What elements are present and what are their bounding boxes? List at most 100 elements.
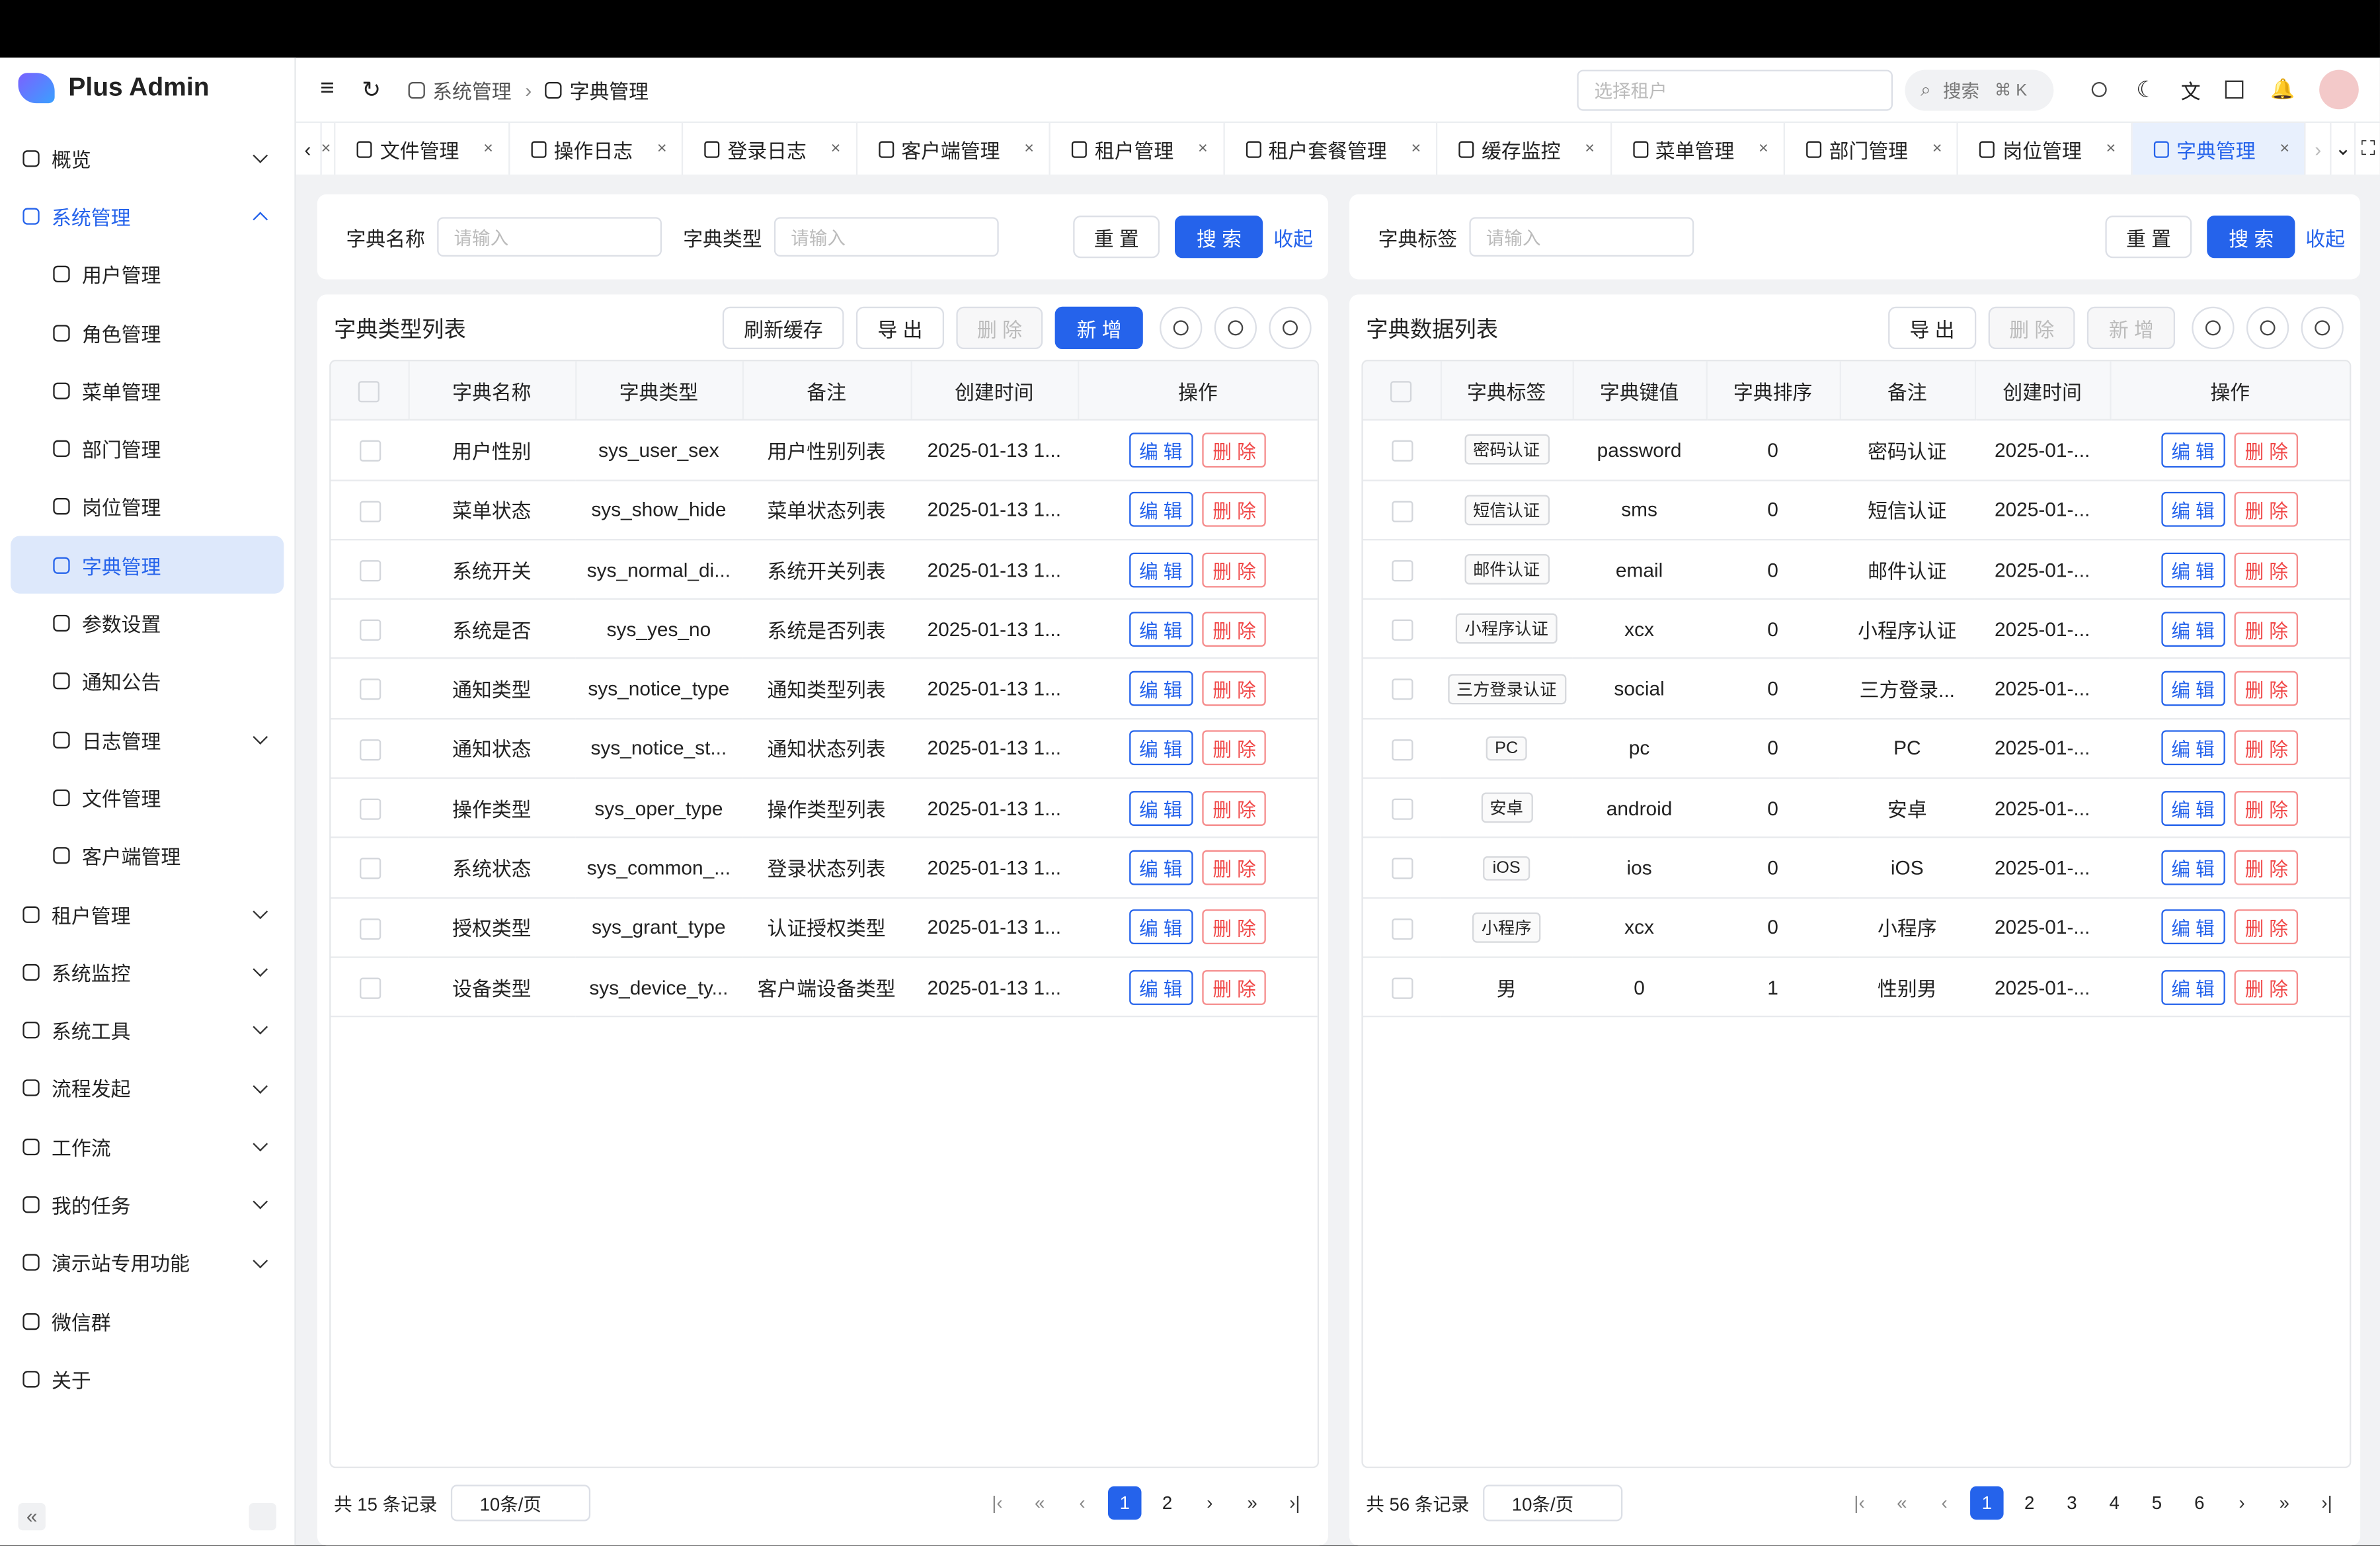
tool-icon[interactable]	[2192, 306, 2235, 350]
tool-icon[interactable]	[2301, 306, 2344, 350]
edit-button[interactable]: 编 辑	[1129, 790, 1193, 826]
page-nav[interactable]: ›|	[1289, 1492, 1300, 1514]
tab[interactable]: 文件管理 ×	[336, 122, 510, 175]
menu-item[interactable]: 演示站专用功能	[11, 1234, 284, 1292]
tab[interactable]: 租户套餐管理 ×	[1224, 122, 1438, 175]
checkbox[interactable]	[1391, 858, 1413, 880]
tab-close[interactable]: ×	[1198, 140, 1208, 158]
tab-next[interactable]: ›	[2315, 137, 2322, 161]
edit-button[interactable]: 编 辑	[1129, 969, 1193, 1004]
menu-item[interactable]: 通知公告	[11, 652, 284, 710]
page-nav[interactable]: ›	[2239, 1492, 2245, 1514]
filter-input[interactable]: 请输入	[437, 217, 662, 257]
edit-button[interactable]: 编 辑	[1129, 909, 1193, 945]
tab[interactable]: 岗位管理 ×	[1959, 122, 2133, 175]
tab[interactable]: 登录日志 ×	[684, 122, 857, 175]
tab[interactable]: 字典管理 ×	[2132, 122, 2307, 175]
checkbox[interactable]	[1391, 739, 1413, 760]
checkbox[interactable]	[1391, 440, 1413, 462]
tab[interactable]: 部门管理 ×	[1785, 122, 1959, 175]
checkbox[interactable]	[358, 977, 381, 999]
checkbox[interactable]	[1391, 500, 1413, 522]
page-nav[interactable]: ›	[1207, 1492, 1213, 1514]
page[interactable]: 6	[2194, 1492, 2205, 1514]
page-nav[interactable]: »	[1247, 1492, 1257, 1514]
delete-button[interactable]: 删 除	[2234, 492, 2299, 528]
delete-button[interactable]: 删 除	[2234, 850, 2299, 885]
menu-item[interactable]: 关于	[11, 1350, 284, 1408]
page[interactable]: 1	[1108, 1486, 1142, 1520]
menu-item[interactable]: 系统监控	[11, 943, 284, 1001]
checkbox[interactable]	[1391, 559, 1413, 581]
settings[interactable]	[2079, 68, 2121, 110]
tab-close[interactable]: ×	[1411, 140, 1421, 158]
tab-close[interactable]: ×	[321, 122, 337, 175]
delete-button[interactable]: 删 除	[1202, 611, 1267, 647]
tab[interactable]: 租户管理 ×	[1051, 122, 1225, 175]
theme[interactable]: ☾	[2136, 77, 2157, 104]
edit-button[interactable]: 编 辑	[1129, 432, 1193, 468]
edit-button[interactable]: 编 辑	[2161, 432, 2225, 468]
page-nav[interactable]: «	[1897, 1492, 1907, 1514]
page-nav[interactable]: »	[2279, 1492, 2290, 1514]
edit-button[interactable]: 编 辑	[2161, 969, 2225, 1004]
edit-button[interactable]: 编 辑	[1129, 671, 1193, 706]
filter-input[interactable]: 请输入	[1469, 217, 1694, 257]
delete-button[interactable]: 删 除	[1202, 969, 1267, 1004]
toolbar-button[interactable]: 删 除	[1988, 306, 2076, 350]
delete-button[interactable]: 删 除	[2234, 551, 2299, 587]
checkbox[interactable]	[1391, 679, 1413, 701]
tab-max[interactable]: ⛶	[2354, 122, 2380, 175]
edit-button[interactable]: 编 辑	[2161, 790, 2225, 826]
tab-close[interactable]: ×	[830, 140, 841, 158]
edit-button[interactable]: 编 辑	[2161, 731, 2225, 766]
search-button[interactable]: 搜 索	[1175, 216, 1263, 259]
delete-button[interactable]: 删 除	[2234, 432, 2299, 468]
edit-button[interactable]: 编 辑	[2161, 492, 2225, 528]
edit-button[interactable]: 编 辑	[1129, 611, 1193, 647]
checkbox[interactable]	[358, 440, 381, 462]
tab[interactable]: 菜单管理 ×	[1611, 122, 1786, 175]
collapse-link[interactable]: 收起	[1273, 227, 1313, 250]
collapse-sidebar[interactable]: «	[18, 1502, 46, 1531]
menu-item[interactable]: 系统管理	[11, 187, 284, 245]
tab-menu[interactable]: ⌄	[2330, 122, 2355, 175]
page-nav[interactable]: |‹	[1854, 1492, 1865, 1514]
checkbox[interactable]	[358, 559, 381, 581]
menu-item[interactable]: 系统工具	[11, 1001, 284, 1059]
page-size[interactable]: 10条/页	[1483, 1485, 1623, 1522]
edit-button[interactable]: 编 辑	[2161, 671, 2225, 706]
toolbar-button[interactable]: 导 出	[856, 306, 944, 350]
delete-button[interactable]: 删 除	[2234, 731, 2299, 766]
edit-button[interactable]: 编 辑	[1129, 731, 1193, 766]
fullscreen[interactable]	[2225, 80, 2243, 99]
tab-close[interactable]: ×	[1932, 140, 1942, 158]
tool-icon[interactable]	[1160, 306, 1203, 350]
delete-button[interactable]: 删 除	[2234, 611, 2299, 647]
toolbar-button[interactable]: 导 出	[1888, 306, 1976, 350]
page-nav[interactable]: ›|	[2321, 1492, 2332, 1514]
checkbox[interactable]	[1391, 918, 1413, 940]
delete-button[interactable]: 删 除	[2234, 790, 2299, 826]
menu-item[interactable]: 用户管理	[11, 245, 284, 304]
edit-button[interactable]: 编 辑	[2161, 551, 2225, 587]
menu-item[interactable]: 工作流	[11, 1118, 284, 1176]
page-nav[interactable]: ‹	[1079, 1492, 1086, 1514]
menu-item[interactable]: 概览	[11, 129, 284, 187]
menu-item[interactable]: 菜单管理	[11, 362, 284, 420]
toolbar-button[interactable]: 新 增	[1055, 306, 1143, 350]
tenant-select[interactable]: 选择租户	[1577, 69, 1893, 110]
edit-button[interactable]: 编 辑	[1129, 850, 1193, 885]
avatar[interactable]	[2319, 69, 2359, 110]
delete-button[interactable]: 删 除	[1202, 909, 1267, 945]
menu-toggle[interactable]: ≡	[320, 75, 335, 102]
page[interactable]: 2	[1162, 1492, 1173, 1514]
checkbox[interactable]	[1391, 977, 1413, 999]
search-button[interactable]: 搜 索	[2207, 216, 2295, 259]
toolbar-button[interactable]: 刷新缓存	[723, 306, 844, 350]
menu-item[interactable]: 文件管理	[11, 768, 284, 827]
checkbox[interactable]	[358, 918, 381, 940]
delete-button[interactable]: 删 除	[1202, 850, 1267, 885]
bell[interactable]: 🔔	[2270, 77, 2295, 101]
tab-close[interactable]: ×	[1759, 140, 1768, 158]
